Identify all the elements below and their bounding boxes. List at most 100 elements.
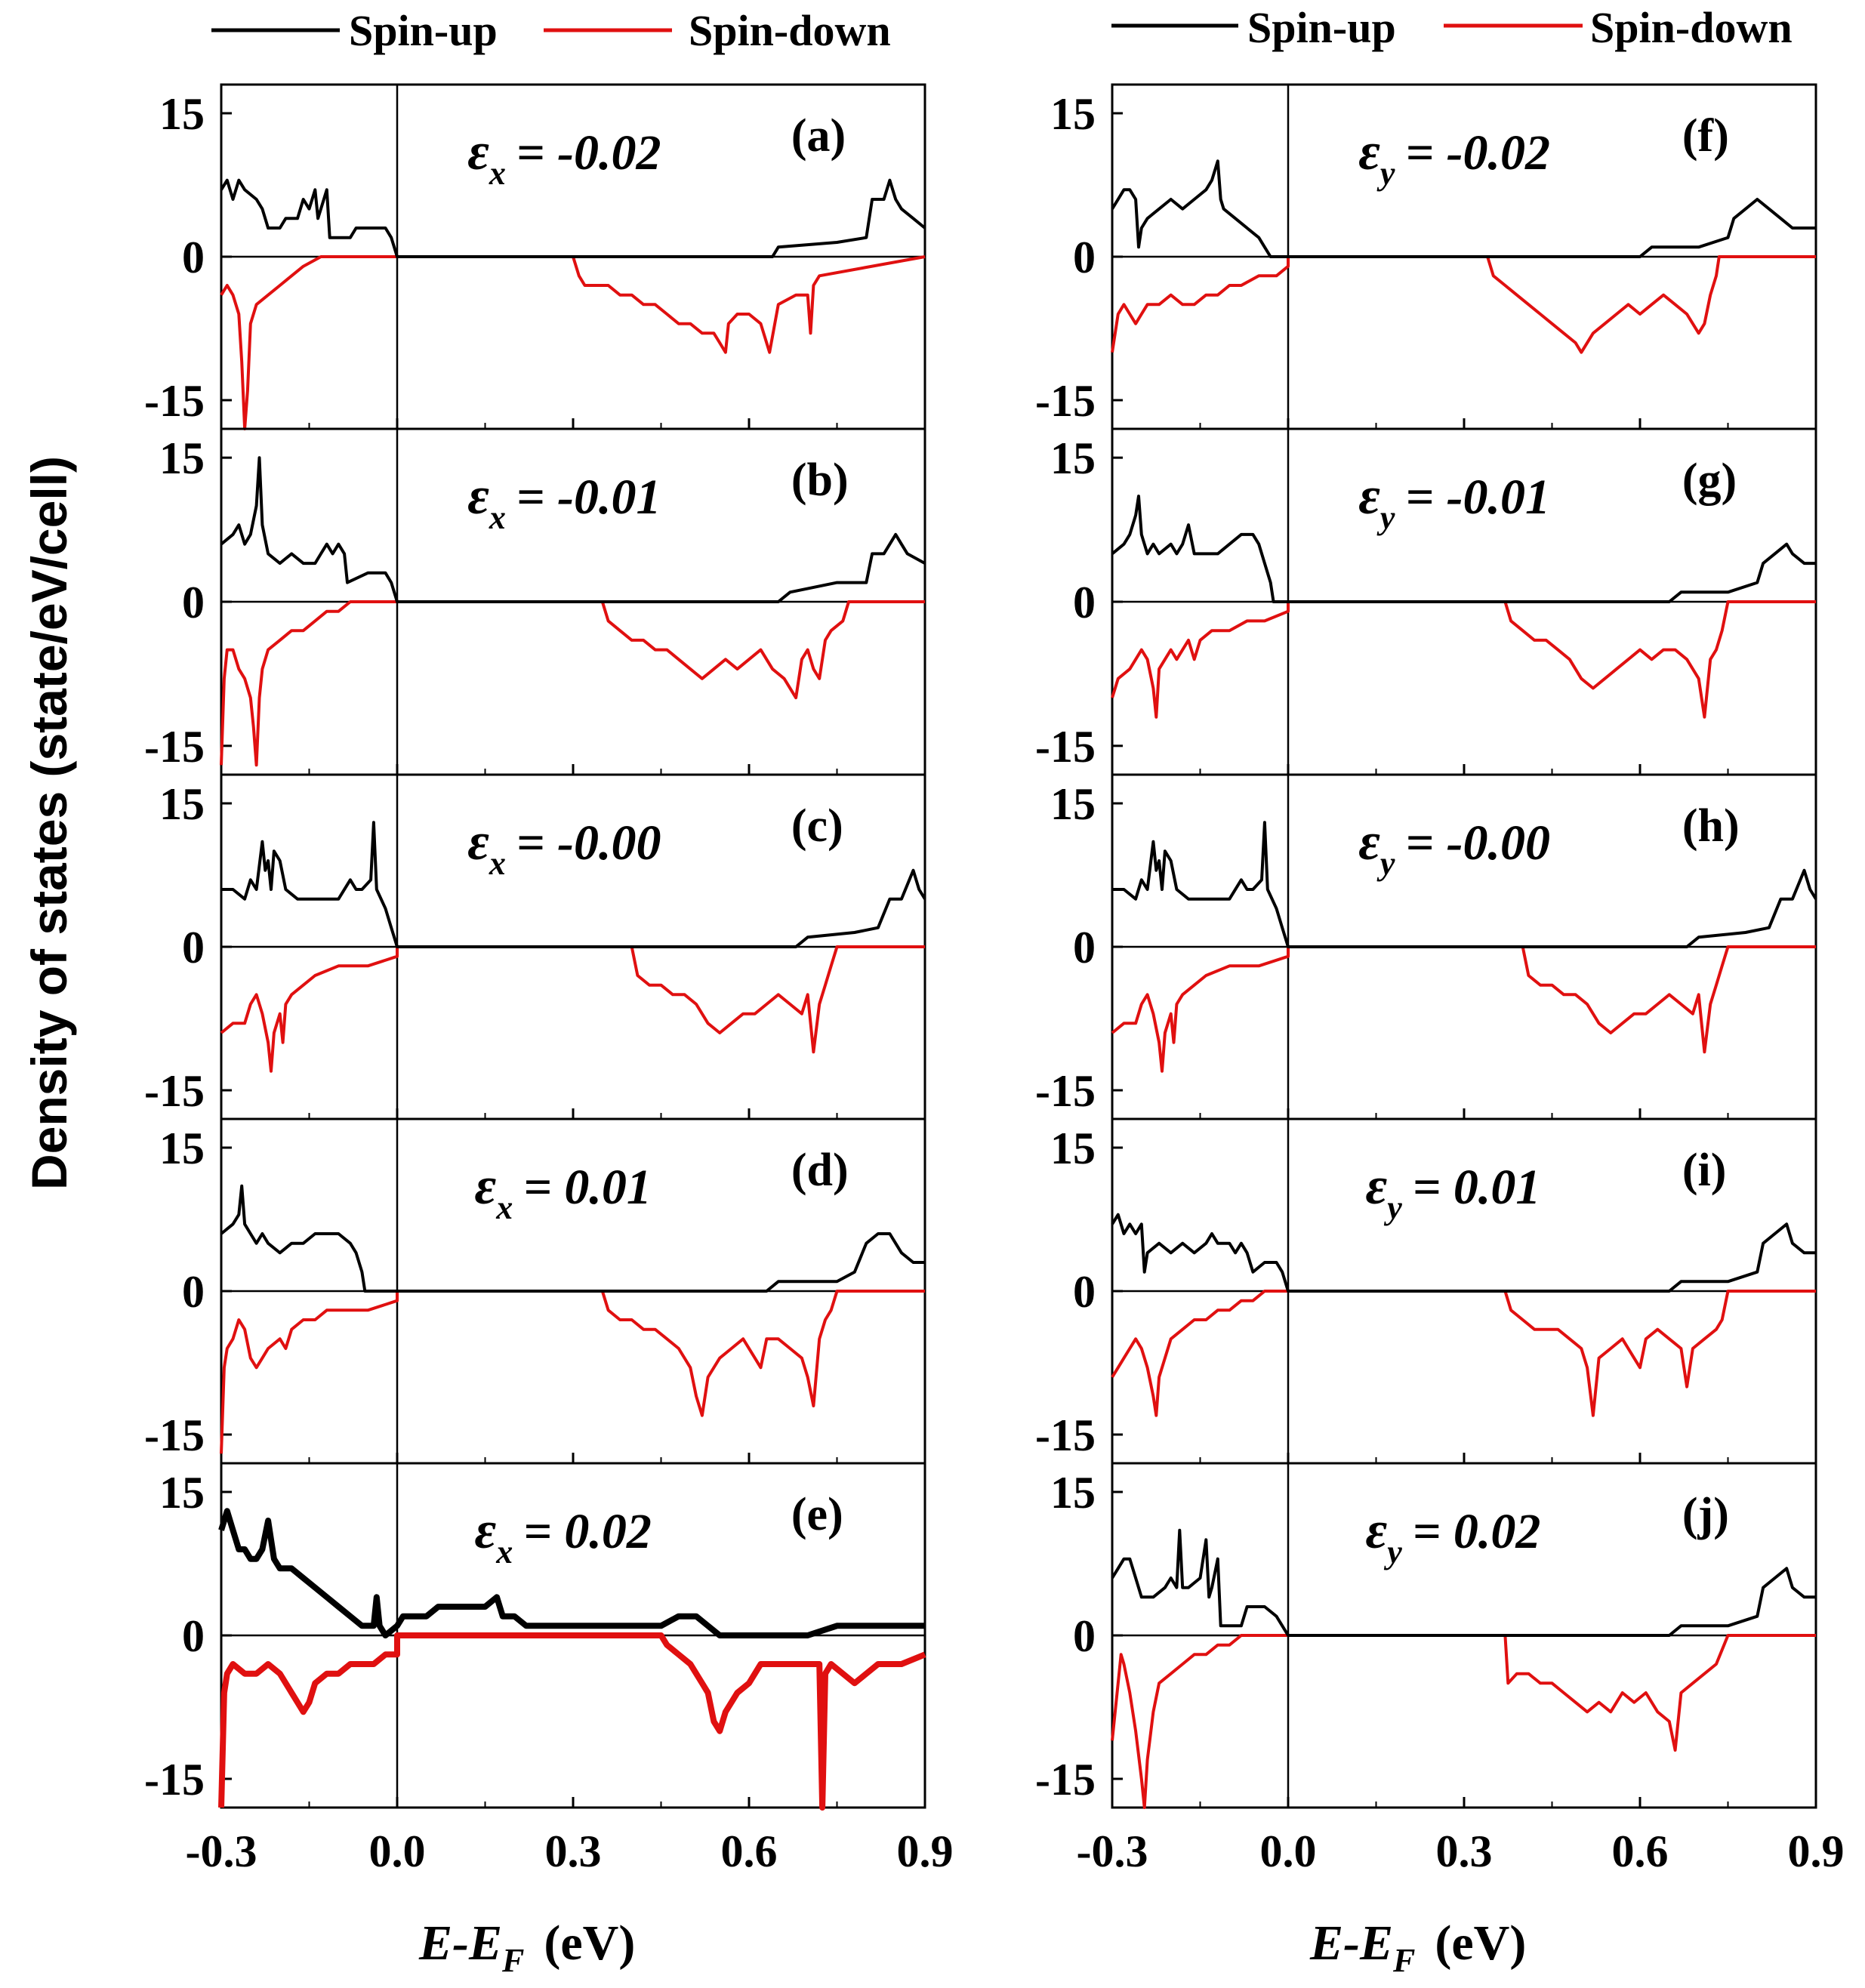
strain-symbol: ε — [1366, 1157, 1388, 1216]
panel-c: 15 0 -15 (c) εx = -0.00 — [144, 773, 926, 1120]
panel-label: (g) — [1682, 455, 1737, 506]
strain-symbol: ε — [467, 123, 489, 181]
spin-down-curve — [220, 1290, 925, 1454]
panel-e: 15 0 -15 (e) εx = 0.02 -0.3 0.0 0.3 0.6 0.9 — [144, 1462, 954, 1876]
strain-value: = 0.01 — [1413, 1160, 1541, 1215]
legend-right: Spin-up Spin-down — [1111, 3, 1793, 52]
strain-annotation: εy = 0.02 — [1366, 1502, 1541, 1570]
x-tick-label: -0.3 — [186, 1826, 257, 1876]
strain-axis-subscript: y — [1376, 155, 1395, 192]
strain-symbol: ε — [475, 1157, 497, 1216]
panel-label: (j) — [1682, 1489, 1729, 1540]
strain-value: = 0.02 — [523, 1504, 652, 1559]
y-tick-label: 15 — [159, 89, 205, 139]
panel-label: (f) — [1682, 110, 1729, 162]
spin-up-curve — [220, 1184, 925, 1293]
y-tick-label: -15 — [1035, 1410, 1096, 1460]
y-tick-label: -15 — [144, 1410, 205, 1460]
x-tick-label: 0.0 — [1260, 1826, 1317, 1876]
panel-i: 15 0 -15 (i) εy = 0.01 — [1035, 1117, 1817, 1465]
spin-up-curve — [218, 1508, 925, 1638]
y-tick-label: 0 — [182, 1267, 205, 1317]
strain-symbol: ε — [1358, 467, 1380, 526]
x-tick-label: 0.3 — [545, 1826, 602, 1876]
x-tick-label: 0.0 — [369, 1826, 426, 1876]
spin-up-curve — [220, 456, 926, 603]
x-tick-label: 0.9 — [1788, 1826, 1845, 1876]
spin-down-curve — [218, 1632, 926, 1811]
legend-right-spin-down-label: Spin-down — [1590, 3, 1793, 52]
spin-up-curve — [1111, 1213, 1816, 1293]
y-tick-label: -15 — [1035, 376, 1096, 426]
legend-left-spin-up-label: Spin-up — [349, 6, 498, 55]
strain-value: = 0.01 — [523, 1160, 652, 1215]
strain-value: = 0.02 — [1413, 1504, 1541, 1559]
spin-up-curve — [221, 821, 926, 948]
x-tick-label: 0.9 — [897, 1826, 954, 1876]
x-axis-title-left: E-EF (eV) — [418, 1916, 635, 1979]
strain-annotation: εy = -0.00 — [1358, 813, 1550, 882]
strain-symbol: ε — [1366, 1502, 1388, 1560]
spin-up-curve — [1111, 159, 1816, 258]
panel-g: 15 0 -15 (g) εy = -0.01 — [1035, 427, 1817, 776]
spin-down-curve — [220, 255, 926, 430]
legend-right-spin-up-label: Spin-up — [1247, 3, 1396, 52]
strain-annotation: εx = 0.01 — [475, 1157, 652, 1226]
strain-value: = -0.01 — [1405, 470, 1550, 525]
spin-down-curve — [1111, 1290, 1816, 1417]
panel-j: 15 0 -15 (j) εy = 0.02 -0.3 0.0 0.3 0.6 0.9 — [1035, 1462, 1845, 1876]
y-tick-label: 0 — [182, 578, 205, 627]
y-tick-label: 0 — [182, 1611, 205, 1661]
strain-annotation: εx = 0.02 — [475, 1502, 652, 1570]
x-axis-title-right: E-EF (eV) — [1309, 1916, 1526, 1979]
x-axis-title-left-unit: (eV) — [544, 1916, 635, 1971]
y-axis-title: Density of states (state/eV/cell) — [21, 456, 77, 1190]
strain-axis-subscript: x — [495, 1189, 513, 1226]
strain-axis-subscript: x — [495, 1533, 513, 1570]
x-tick-label: 0.6 — [1612, 1826, 1669, 1876]
strain-axis-subscript: x — [489, 499, 506, 536]
panel-label: (h) — [1682, 800, 1740, 852]
panel-label: (a) — [791, 110, 846, 162]
strain-annotation: εy = 0.01 — [1366, 1157, 1541, 1226]
x-axis-title-left-main: E-E — [418, 1916, 502, 1971]
strain-value: = -0.00 — [516, 815, 661, 871]
y-tick-label: 15 — [159, 1468, 205, 1518]
strain-value: = -0.02 — [1405, 125, 1550, 180]
panel-f: 15 0 -15 (f) εy = -0.02 — [1035, 83, 1817, 430]
legend-left-spin-down-label: Spin-down — [689, 6, 891, 55]
strain-value: = -0.00 — [1405, 815, 1550, 871]
panel-a: 15 0 -15 (a) εx = -0.02 — [144, 83, 926, 430]
spin-down-curve — [1111, 255, 1816, 354]
strain-annotation: εy = -0.01 — [1358, 467, 1550, 536]
panel-d: 15 0 -15 (d) εx = 0.01 — [144, 1117, 926, 1465]
x-tick-label: 0.3 — [1436, 1826, 1493, 1876]
y-tick-label: 15 — [1050, 433, 1096, 483]
strain-symbol: ε — [1358, 813, 1380, 871]
y-tick-label: 0 — [1073, 1267, 1096, 1317]
x-tick-label: -0.3 — [1077, 1826, 1148, 1876]
spin-down-curve — [220, 945, 925, 1073]
y-tick-label: 0 — [1073, 1611, 1096, 1661]
strain-symbol: ε — [1358, 123, 1380, 181]
spin-up-curve — [1112, 821, 1817, 948]
spin-down-curve — [1111, 945, 1816, 1073]
y-tick-label: 0 — [182, 923, 205, 972]
y-tick-label: 15 — [1050, 1468, 1096, 1518]
legend-left: Spin-up Spin-down — [211, 6, 891, 55]
spin-down-curve — [1111, 1634, 1816, 1809]
strain-axis-subscript: y — [1383, 1189, 1402, 1226]
y-tick-label: 15 — [159, 779, 205, 829]
y-tick-label: -15 — [1035, 1066, 1096, 1116]
strain-annotation: εy = -0.02 — [1358, 123, 1550, 192]
strain-axis-subscript: y — [1376, 499, 1395, 536]
x-axis-title-right-unit: (eV) — [1435, 1916, 1526, 1971]
panel-h: 15 0 -15 (h) εy = -0.00 — [1035, 773, 1817, 1120]
strain-axis-subscript: y — [1383, 1533, 1402, 1570]
spin-down-curve — [1111, 600, 1816, 719]
strain-symbol: ε — [475, 1502, 497, 1560]
x-axis-title-right-main: E-E — [1309, 1916, 1393, 1971]
y-tick-label: 15 — [1050, 89, 1096, 139]
